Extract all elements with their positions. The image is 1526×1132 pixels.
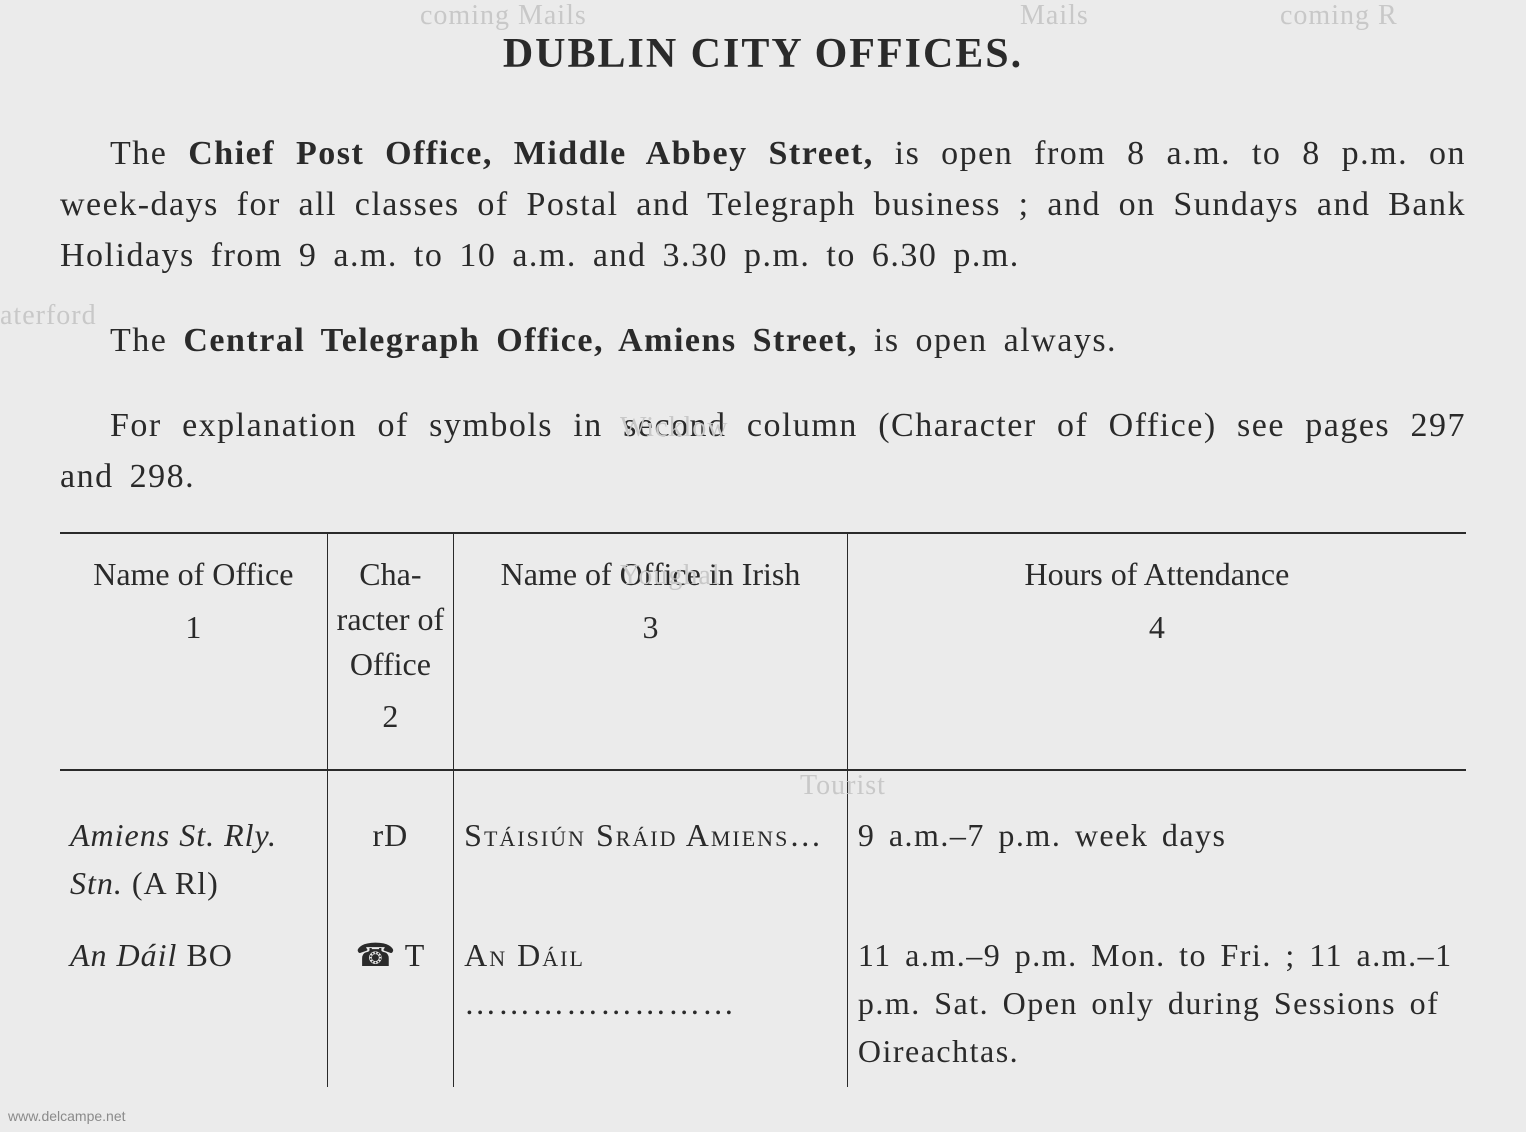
cell-character: rD [327, 770, 454, 919]
header-hours-num: 4 [856, 605, 1458, 650]
p2-prefix: The [110, 322, 183, 359]
header-name: Name of Office 1 [60, 533, 327, 770]
cell-name: Amiens St. Rly. Stn. (A Rl) [60, 770, 327, 919]
offices-table-container: Name of Office 1 Cha-racter of Office 2 … [60, 532, 1466, 1087]
offices-table: Name of Office 1 Cha-racter of Office 2 … [60, 532, 1466, 1087]
table-row: An Dáil BO ☎ T An Dáil …………………… 11 a.m.–… [60, 919, 1466, 1087]
cell-character: ☎ T [327, 919, 454, 1087]
cell-hours: 11 a.m.–9 p.m. Mon. to Fri. ; 11 a.m.–1 … [847, 919, 1466, 1087]
header-name-num: 1 [68, 605, 319, 650]
cell-irish: Stáisiún Sráid Amiens… [454, 770, 848, 919]
bleed-text: Mails [1020, 0, 1089, 32]
cell-name-upright: (A Rl) [132, 865, 219, 901]
p1-bold: Chief Post Office, Middle Abbey Street, [188, 135, 873, 172]
table-header-row: Name of Office 1 Cha-racter of Office 2 … [60, 533, 1466, 770]
header-hours: Hours of Attendance 4 [847, 533, 1466, 770]
table-row: Amiens St. Rly. Stn. (A Rl) rD Stáisiún … [60, 770, 1466, 919]
header-irish-num: 3 [462, 605, 839, 650]
watermark: www.delcampe.net [8, 1108, 126, 1124]
header-irish: Name of Office in Irish 3 [454, 533, 848, 770]
cell-irish: An Dáil …………………… [454, 919, 848, 1087]
p1-prefix: The [110, 135, 188, 172]
p2-rest: is open always. [858, 322, 1117, 359]
paragraph-3: For explanation of symbols in second col… [60, 400, 1466, 502]
header-irish-label: Name of Office in Irish [501, 556, 801, 592]
paragraph-2: The Central Telegraph Office, Amiens Str… [60, 315, 1466, 366]
bleed-text: coming R [1280, 0, 1398, 32]
header-character: Cha-racter of Office 2 [327, 533, 454, 770]
page-title: DUBLIN CITY OFFICES. [60, 30, 1466, 78]
paragraph-1: The Chief Post Office, Middle Abbey Stre… [60, 128, 1466, 281]
document-page: coming Mails Mails coming R aterford Wic… [0, 0, 1526, 1107]
cell-name-italic: An Dáil [70, 937, 177, 973]
cell-name: An Dáil BO [60, 919, 327, 1087]
cell-name-upright: BO [177, 937, 232, 973]
header-hours-label: Hours of Attendance [1025, 556, 1290, 592]
bleed-text: coming Mails [420, 0, 587, 32]
header-character-num: 2 [336, 694, 446, 739]
header-character-label: Cha-racter of Office [337, 556, 444, 682]
p2-bold: Central Telegraph Office, Amiens Street, [183, 322, 858, 359]
header-name-label: Name of Office [93, 556, 293, 592]
cell-hours: 9 a.m.–7 p.m. week days [847, 770, 1466, 919]
